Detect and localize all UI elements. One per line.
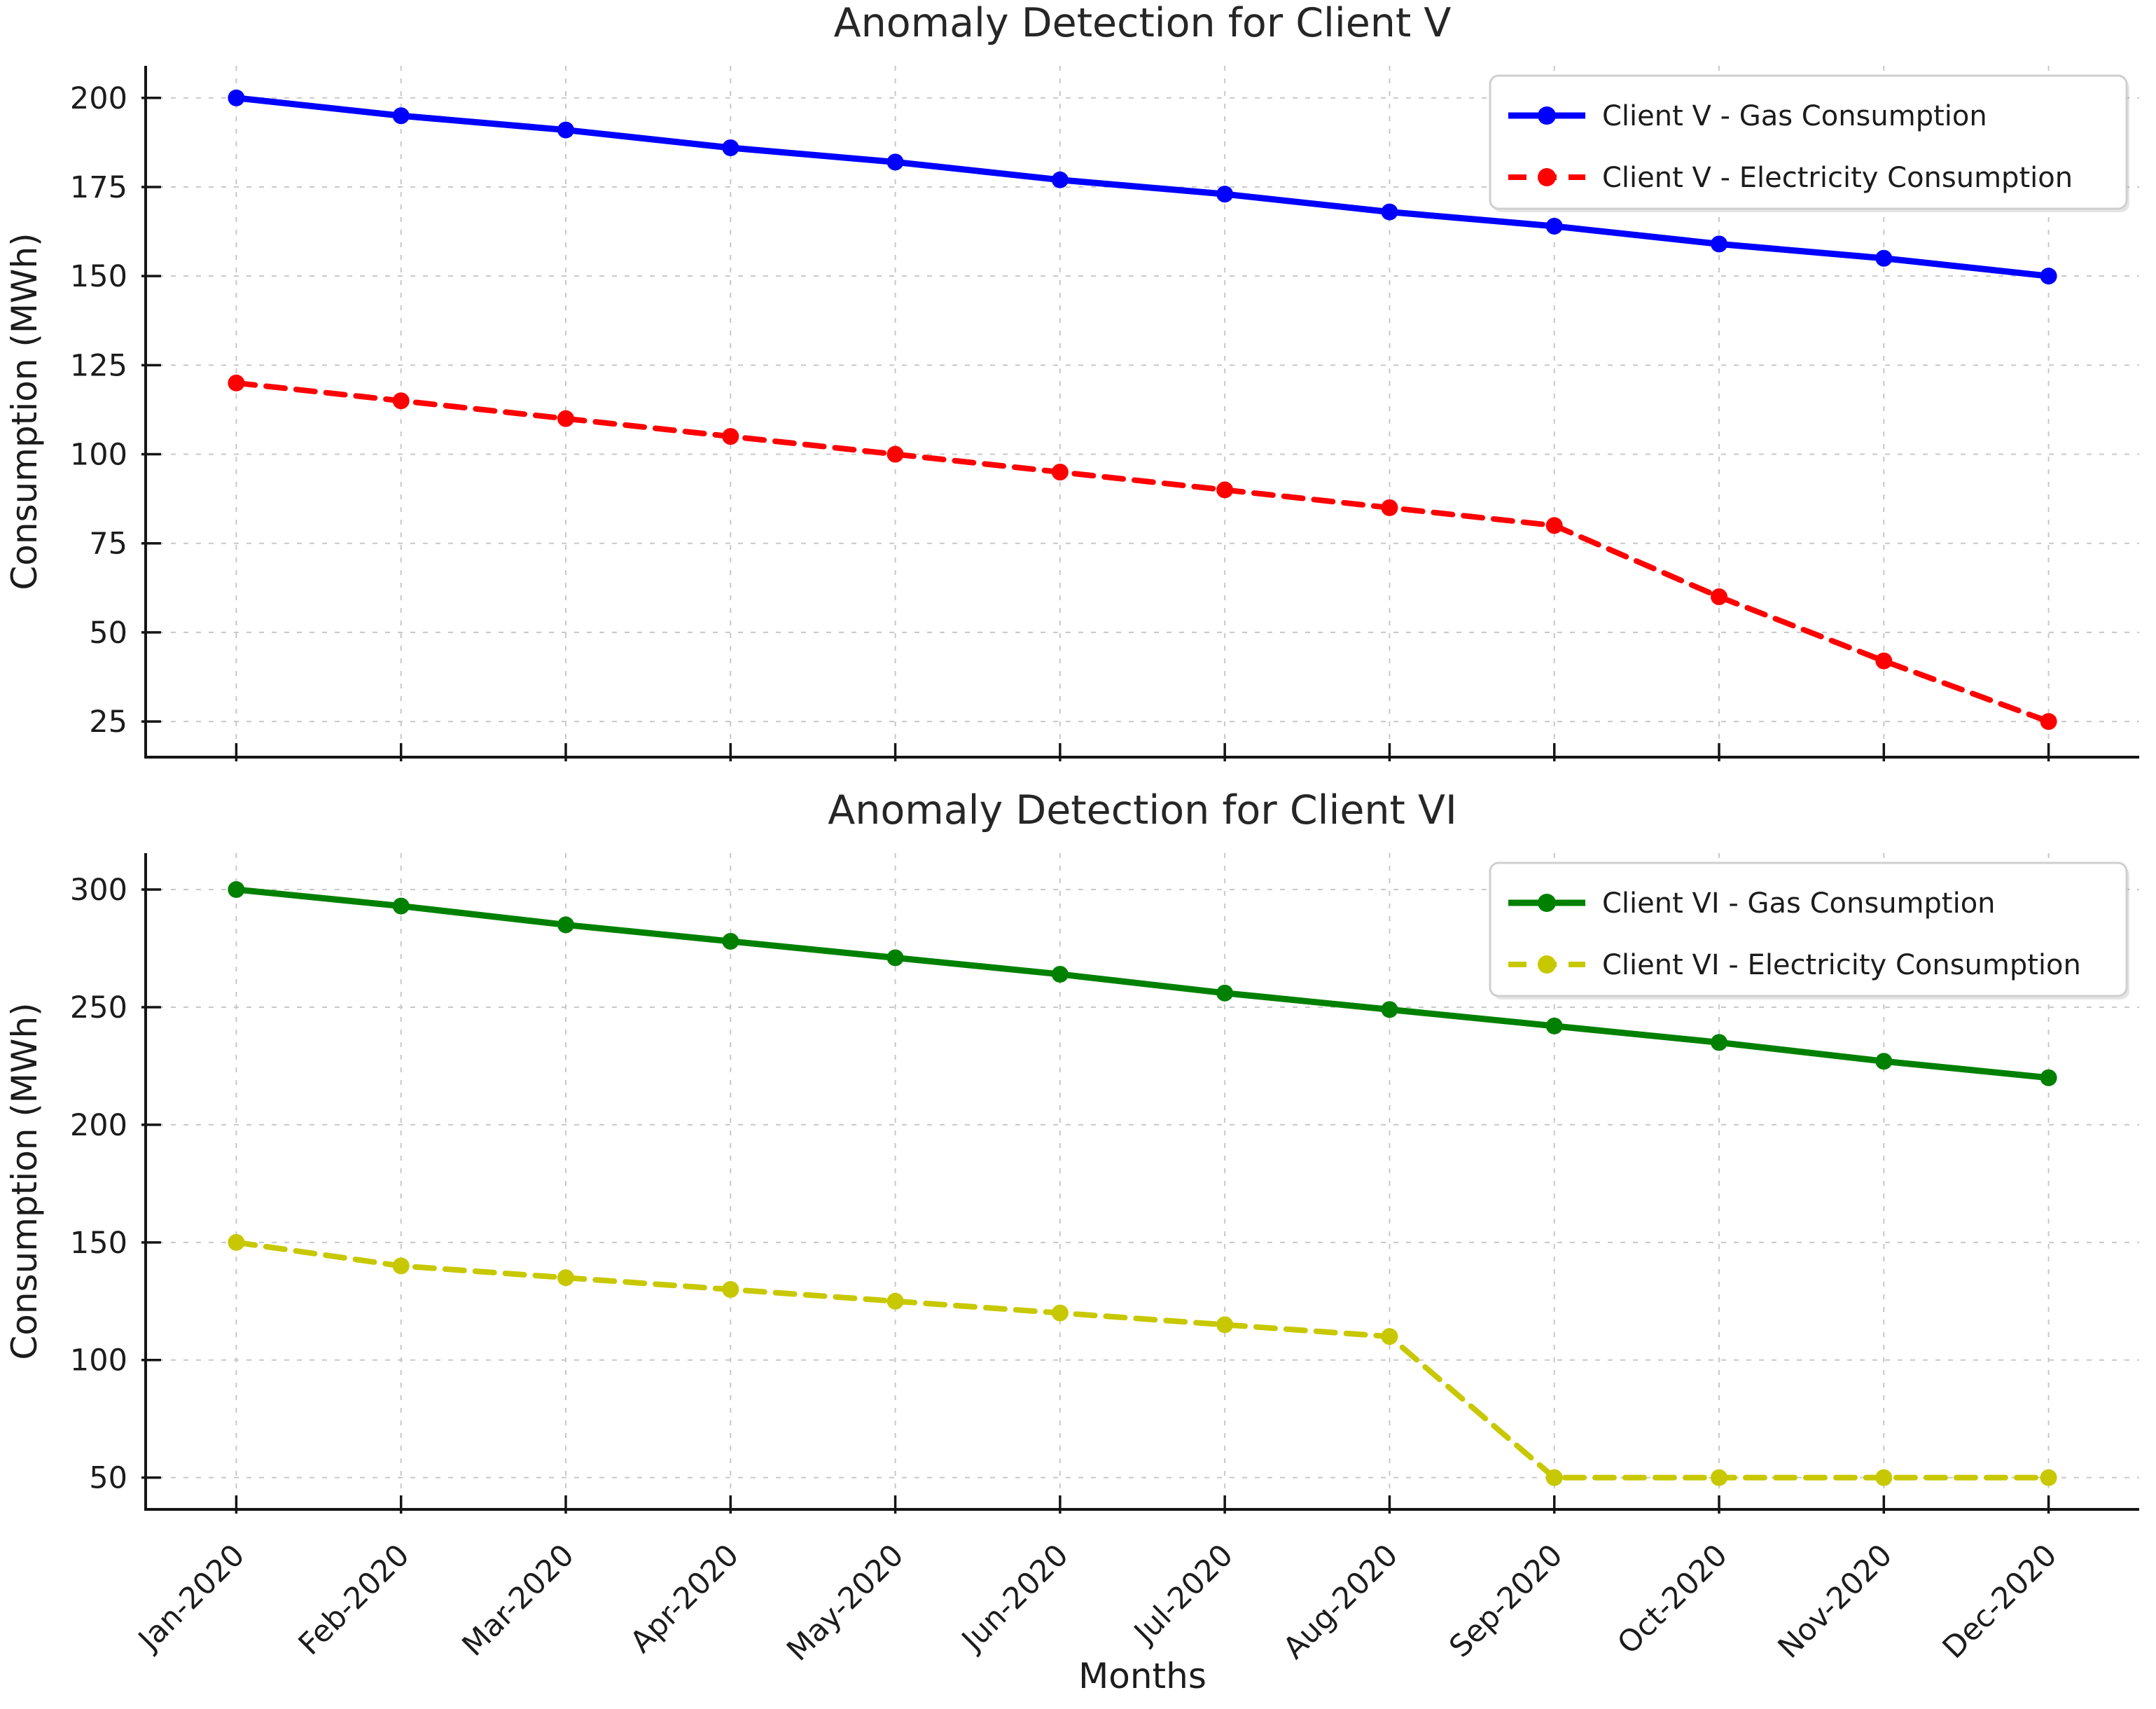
data-point-client-vi-electricity-consumption bbox=[2040, 1469, 2057, 1486]
data-point-client-v-electricity-consumption bbox=[1216, 481, 1234, 499]
data-point-client-v-gas-consumption bbox=[228, 89, 245, 106]
data-point-client-v-electricity-consumption bbox=[392, 392, 410, 410]
data-point-client-vi-electricity-consumption bbox=[1875, 1469, 1893, 1486]
data-point-client-v-gas-consumption bbox=[1545, 217, 1563, 235]
y-tick-label: 300 bbox=[70, 873, 127, 908]
data-point-client-v-gas-consumption bbox=[1711, 235, 1728, 253]
data-point-client-vi-gas-consumption bbox=[1711, 1034, 1728, 1051]
series-line-client-vi-gas-consumption bbox=[232, 886, 2052, 1081]
data-point-client-v-electricity-consumption bbox=[1711, 588, 1728, 606]
x-tick-label: Sep-2020 bbox=[1442, 1537, 1569, 1664]
chart-title-client-vi: Anomaly Detection for Client VI bbox=[828, 787, 1457, 833]
data-point-client-vi-gas-consumption bbox=[886, 949, 904, 967]
data-point-client-v-electricity-consumption bbox=[1381, 499, 1398, 516]
x-tick-label: Mar-2020 bbox=[456, 1537, 581, 1663]
x-tick-label: Apr-2020 bbox=[624, 1537, 746, 1659]
data-point-client-v-gas-consumption bbox=[722, 139, 739, 157]
chart-client-v: 25 50 75 100 125 150 175 200 Anomaly Detection f… bbox=[4, 0, 2139, 761]
data-point-client-v-electricity-consumption bbox=[557, 410, 574, 427]
data-point-client-vi-electricity-consumption bbox=[1545, 1469, 1563, 1486]
data-point-client-v-gas-consumption bbox=[1216, 186, 1234, 203]
legend-marker-icon bbox=[1538, 106, 1556, 125]
data-point-client-vi-gas-consumption bbox=[557, 916, 574, 934]
data-point-client-vi-gas-consumption bbox=[2040, 1069, 2057, 1086]
legend-box bbox=[1489, 862, 2128, 997]
data-point-client-vi-electricity-consumption bbox=[1216, 1316, 1234, 1334]
y-tick-label: 100 bbox=[70, 438, 127, 473]
chart-title-client-v: Anomaly Detection for Client V bbox=[834, 0, 1452, 46]
data-point-client-v-gas-consumption bbox=[886, 153, 904, 171]
legend-box bbox=[1489, 74, 2128, 210]
legend-marker-icon bbox=[1538, 955, 1556, 974]
y-tick-label: 200 bbox=[70, 1108, 127, 1143]
x-axis-label: Months bbox=[1078, 1656, 1206, 1696]
y-tick-label: 100 bbox=[70, 1343, 127, 1378]
y-tick-label: 250 bbox=[70, 990, 127, 1025]
data-point-client-vi-gas-consumption bbox=[1381, 1001, 1398, 1018]
data-point-client-v-electricity-consumption bbox=[1545, 517, 1563, 534]
x-tick-label: Dec-2020 bbox=[1936, 1537, 2064, 1666]
data-point-client-v-electricity-consumption bbox=[1875, 652, 1893, 670]
x-tick-label: May-2020 bbox=[780, 1537, 910, 1668]
y-tick-label: 125 bbox=[70, 348, 127, 383]
data-point-client-vi-electricity-consumption bbox=[557, 1269, 574, 1287]
data-point-client-v-gas-consumption bbox=[1875, 249, 1893, 267]
y-tick-label: 50 bbox=[89, 1461, 127, 1496]
data-point-client-v-electricity-consumption bbox=[228, 374, 245, 392]
legend-client-v: Client V - Gas Consumption Client V - Ele… bbox=[1489, 74, 2129, 212]
x-tick-label: Oct-2020 bbox=[1611, 1537, 1734, 1661]
data-point-client-vi-gas-consumption bbox=[228, 881, 245, 899]
data-point-client-v-electricity-consumption bbox=[2040, 713, 2057, 731]
y-tick-label: 150 bbox=[70, 1226, 127, 1261]
x-tick-label: Nov-2020 bbox=[1772, 1537, 1899, 1665]
y-tick-label: 50 bbox=[89, 616, 127, 651]
data-point-client-vi-electricity-consumption bbox=[722, 1280, 739, 1298]
legend-label: Client V - Electricity Consumption bbox=[1602, 162, 2073, 194]
y-tick-label: 175 bbox=[70, 170, 127, 205]
x-tick-label: Jan-2020 bbox=[130, 1537, 251, 1659]
y-tick-label: 200 bbox=[70, 81, 127, 116]
legend-marker-icon bbox=[1538, 894, 1556, 912]
x-tick-label: Jun-2020 bbox=[954, 1537, 1075, 1659]
series-line-client-vi-electricity-consumption bbox=[233, 1239, 2052, 1481]
data-point-client-vi-electricity-consumption bbox=[1381, 1328, 1398, 1345]
data-point-client-vi-gas-consumption bbox=[1216, 984, 1234, 1002]
legend-client-vi: Client VI - Gas Consumption Client VI - E… bbox=[1489, 862, 2129, 999]
data-point-client-v-gas-consumption bbox=[392, 107, 410, 125]
x-tick-label: Jul-2020 bbox=[1126, 1537, 1240, 1652]
legend-label: Client VI - Gas Consumption bbox=[1602, 887, 1996, 920]
data-point-client-vi-electricity-consumption bbox=[392, 1257, 410, 1275]
data-point-client-v-gas-consumption bbox=[1051, 171, 1069, 188]
x-tick-label: Feb-2020 bbox=[292, 1537, 417, 1662]
y-tick-label: 75 bbox=[89, 527, 127, 562]
y-axis-label: Consumption (MWh) bbox=[4, 1002, 45, 1359]
data-point-client-vi-gas-consumption bbox=[1875, 1053, 1893, 1070]
x-tick-label: Aug-2020 bbox=[1277, 1537, 1405, 1666]
data-point-client-vi-gas-consumption bbox=[1545, 1017, 1563, 1035]
data-point-client-vi-gas-consumption bbox=[1051, 965, 1069, 983]
data-point-client-vi-electricity-consumption bbox=[886, 1292, 904, 1310]
data-point-client-v-electricity-consumption bbox=[1051, 463, 1069, 480]
data-point-client-vi-gas-consumption bbox=[392, 897, 410, 915]
legend-marker-icon bbox=[1538, 168, 1556, 186]
data-point-client-vi-electricity-consumption bbox=[1711, 1469, 1728, 1486]
chart-client-vi: 50 100 150 200 250 300 Jan-2020 Feb-2020 Mar-202… bbox=[4, 787, 2139, 1668]
data-point-client-v-gas-consumption bbox=[2040, 268, 2057, 285]
data-point-client-v-electricity-consumption bbox=[886, 445, 904, 463]
data-point-client-v-gas-consumption bbox=[1381, 203, 1398, 221]
series-line-client-v-electricity-consumption bbox=[233, 380, 2052, 725]
y-tick-label: 150 bbox=[70, 259, 127, 294]
y-tick-label: 25 bbox=[89, 705, 127, 740]
legend-label: Client VI - Electricity Consumption bbox=[1602, 949, 2081, 981]
legend-label: Client V - Gas Consumption bbox=[1602, 100, 1987, 132]
data-point-client-vi-electricity-consumption bbox=[228, 1233, 245, 1251]
data-point-client-vi-electricity-consumption bbox=[1051, 1304, 1069, 1322]
data-point-client-vi-gas-consumption bbox=[722, 932, 739, 950]
series-line-client-v-gas-consumption bbox=[232, 95, 2052, 279]
y-axis-label: Consumption (MWh) bbox=[4, 233, 45, 590]
data-point-client-v-electricity-consumption bbox=[722, 428, 739, 445]
data-point-client-v-gas-consumption bbox=[557, 121, 574, 139]
